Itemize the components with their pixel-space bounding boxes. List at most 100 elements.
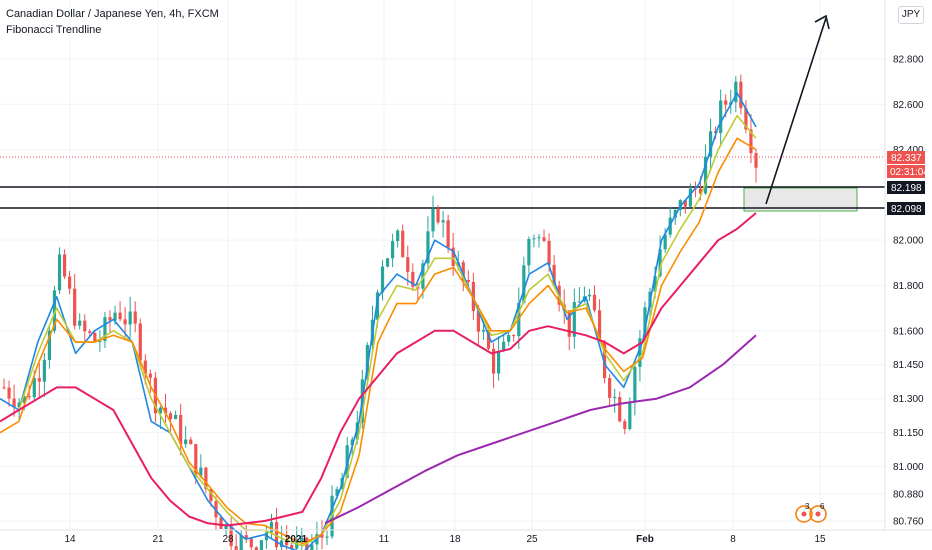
candle-body <box>653 276 657 292</box>
candle-body <box>587 294 592 297</box>
events-badge[interactable]: 3 6 <box>795 502 827 523</box>
time-tick-label: 11 <box>379 534 390 545</box>
candle-body <box>623 421 627 429</box>
candle-body <box>133 311 137 324</box>
time-tick-label: 18 <box>449 534 461 545</box>
candle-body <box>602 341 607 379</box>
level-lower-tag <box>887 202 925 215</box>
candle-body <box>17 402 21 408</box>
candle-body <box>113 312 117 321</box>
time-tick-label: 2021 <box>285 534 308 545</box>
candle-body <box>739 81 743 109</box>
price-tick-label: 82.400 <box>893 145 924 156</box>
time-tick-label: 21 <box>152 534 164 545</box>
candle-body <box>295 541 299 549</box>
price-tick-label: 80.760 <box>893 517 924 528</box>
candle-body <box>734 81 738 103</box>
candle-body <box>194 444 198 476</box>
candle-body <box>572 302 576 337</box>
candle-body <box>179 414 183 445</box>
candle-body <box>184 439 188 445</box>
candle-body <box>724 100 728 105</box>
candle-body <box>57 254 62 291</box>
candle-body <box>73 288 77 326</box>
moving-averages <box>0 92 757 550</box>
candle-body <box>527 238 531 266</box>
candle-body <box>628 402 632 429</box>
price-tick-label: 81.150 <box>893 428 924 439</box>
price-tick-label: 82.800 <box>893 55 924 66</box>
candle-body <box>269 522 274 533</box>
candle-body <box>426 231 430 264</box>
candle-body <box>168 413 173 420</box>
candle-body <box>163 407 168 414</box>
candle-body <box>446 220 450 248</box>
candle-body <box>471 281 475 312</box>
event-circle-1 <box>795 505 813 523</box>
candle-body <box>658 249 662 277</box>
candle-body <box>335 489 339 496</box>
candle-body <box>532 238 536 240</box>
price-tick-label: 81.800 <box>893 281 924 292</box>
candle-body <box>708 131 713 157</box>
candle-body <box>497 350 501 374</box>
candle-body <box>567 310 571 337</box>
time-tick-label: 28 <box>222 534 234 545</box>
candle-body <box>2 387 6 389</box>
candle-body <box>209 488 213 502</box>
demand-zone-rect <box>743 187 858 212</box>
last-price-tag <box>887 151 925 164</box>
price-tick-label: 82.600 <box>893 100 924 111</box>
candle-body <box>62 254 67 277</box>
currency-button[interactable]: JPY <box>898 6 924 24</box>
candle-body <box>380 266 385 293</box>
candle-body <box>93 332 97 342</box>
candle-body <box>703 156 708 194</box>
price-tick-label: 82.000 <box>893 236 924 247</box>
candle-body <box>249 538 253 548</box>
candle-body <box>618 397 622 422</box>
candle-body <box>279 540 284 548</box>
candle-body <box>199 467 203 476</box>
candle-body <box>234 546 238 550</box>
candle-body <box>481 330 486 332</box>
candle-body <box>189 439 193 445</box>
candle-body <box>108 317 112 321</box>
time-axis[interactable]: 14 21 28 2021 11 18 25 Feb 8 15 <box>0 529 932 545</box>
ma-line-3 <box>0 137 757 545</box>
level-upper-tag <box>887 181 925 194</box>
indicator-name[interactable]: Fibonacci Trendline <box>6 24 102 36</box>
event-count-b: 6 <box>820 502 825 511</box>
price-tags: 82.337 02:31:04 82.198 82.098 <box>887 151 929 215</box>
candle-body <box>239 535 243 550</box>
symbol-title: Canadian Dollar / Japanese Yen, 4h, FXCM <box>6 8 219 20</box>
candle-body <box>431 208 435 232</box>
candle-body <box>391 241 395 259</box>
candle-body <box>128 311 132 325</box>
candle-body <box>103 317 107 342</box>
candle-body <box>375 292 380 320</box>
candle-body <box>643 307 647 339</box>
candle-body <box>32 378 36 398</box>
candle-body <box>613 397 617 399</box>
candle-body <box>118 312 122 320</box>
candle-body <box>355 422 359 440</box>
candle-body <box>698 188 703 194</box>
candle-body <box>68 276 72 289</box>
ma-line-5 <box>324 334 757 525</box>
price-axis[interactable]: 82.800 82.600 82.400 82.000 81.800 81.600 81.4… <box>884 0 924 530</box>
candle-body <box>98 341 102 343</box>
candle-body <box>688 188 692 207</box>
candle-body <box>411 271 415 287</box>
candle-body <box>83 320 87 332</box>
candle-body <box>486 330 491 349</box>
candle-body <box>502 341 506 351</box>
candles <box>2 74 758 550</box>
price-tick-label: 81.000 <box>893 462 924 473</box>
countdown-label: 02:31:04 <box>890 167 929 178</box>
candle-body <box>224 524 228 529</box>
candle-body <box>507 335 511 342</box>
candle-body <box>143 360 147 374</box>
chart-header: Canadian Dollar / Japanese Yen, 4h, FXCM… <box>6 6 219 38</box>
